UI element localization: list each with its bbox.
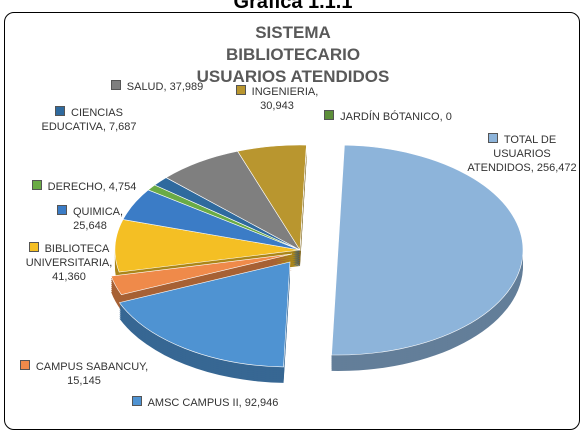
value-label: 4,754: [108, 181, 137, 193]
category-label: JARDÍN BÓTANICO: [340, 111, 442, 123]
slice: [118, 261, 291, 368]
data-label: BIBLIOTECA UNIVERSITARIA 41,360: [14, 242, 124, 284]
slice: [299, 145, 307, 251]
data-label: JARDÍN BÓTANICO 0: [318, 110, 458, 124]
category-label: CAMPUS SABANCUY: [36, 361, 148, 373]
value-label: 0: [445, 111, 452, 123]
category-label: AMSC CAMPUS II: [148, 397, 242, 409]
value-label: 15,145: [67, 375, 101, 387]
data-label: AMSC CAMPUS II 92,946: [120, 396, 290, 410]
data-label: DERECHO 4,754: [24, 180, 144, 194]
category-label: INGENIERIA: [252, 86, 319, 98]
legend-marker: [28, 242, 39, 252]
category-label: SALUD: [127, 81, 167, 93]
data-label: INGENIERIA 30,943: [222, 85, 332, 113]
legend-marker: [55, 106, 66, 116]
legend-marker: [324, 110, 335, 120]
data-label: CIENCIAS EDUCATIVA 7,687: [24, 106, 154, 134]
legend-marker: [487, 133, 498, 143]
legend-marker: [110, 80, 121, 90]
data-label: SALUD 37,989: [92, 80, 222, 94]
legend-marker: [56, 205, 67, 215]
slice: [110, 253, 293, 295]
category-label: BIBLIOTECA UNIVERSITARIA: [26, 243, 113, 269]
data-label: QUIMICA 25,648: [40, 205, 140, 233]
value-label: 37,989: [169, 81, 204, 93]
value-label: 7,687: [108, 121, 137, 133]
data-label: CAMPUS SABANCUY 15,145: [14, 360, 154, 388]
value-label: 30,943: [260, 100, 294, 112]
legend-marker: [19, 360, 30, 370]
category-label: QUIMICA: [73, 206, 123, 218]
legend-marker: [235, 85, 246, 95]
legend-marker: [31, 180, 42, 190]
slice-side: [111, 260, 292, 301]
slice: [114, 219, 301, 273]
slice-side: [111, 258, 292, 299]
value-label: 25,648: [73, 220, 107, 232]
chart-frame: [4, 12, 580, 430]
value-label: 92,946: [244, 397, 279, 409]
header: Gráfica 1.1.1: [233, 0, 353, 13]
legend-marker: [131, 396, 142, 406]
chart-title: SISTEMA BIBLIOTECARIO USUARIOS ATENDIDOS: [196, 23, 390, 86]
value-label: 256,472: [536, 162, 577, 174]
data-label: TOTAL DE USUARIOS ATENDIDOS 256,472: [462, 133, 582, 175]
slice: [331, 144, 524, 356]
category-label: DERECHO: [48, 181, 106, 193]
value-label: 41,360: [52, 271, 86, 283]
